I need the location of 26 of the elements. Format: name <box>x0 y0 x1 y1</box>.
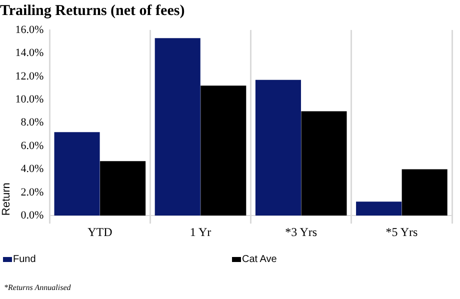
y-tick-label: 4.0% <box>20 163 44 176</box>
x-tick-label: *3 Yrs <box>285 224 318 239</box>
x-tick-label: 1 Yr <box>190 224 212 239</box>
bar <box>154 38 200 216</box>
bar <box>255 80 301 216</box>
legend-label: Cat Ave <box>242 254 277 265</box>
bar <box>200 86 246 216</box>
bar <box>100 161 146 216</box>
legend-label: Fund <box>13 254 36 265</box>
y-tick-label: 12.0% <box>15 70 44 82</box>
y-axis-title: Return <box>0 182 13 216</box>
x-tick-label: *5 Yrs <box>386 224 418 239</box>
bar <box>402 169 448 216</box>
y-tick-label: 16.0% <box>15 24 44 36</box>
y-tick-label: 6.0% <box>20 140 44 152</box>
y-tick-label: 14.0% <box>15 47 44 60</box>
y-tick-label: 0.0% <box>20 209 44 222</box>
y-tick-label: 2.0% <box>20 186 44 198</box>
y-tick-label: 8.0% <box>20 116 44 129</box>
y-tick-label: 10.0% <box>15 93 44 106</box>
bar <box>301 111 347 216</box>
bar <box>54 132 100 216</box>
bar <box>356 202 402 216</box>
chart-title: Trailing Returns (net of fees) <box>0 2 185 19</box>
x-tick-label: YTD <box>88 224 113 239</box>
text: *Returns Annualised <box>4 283 71 292</box>
